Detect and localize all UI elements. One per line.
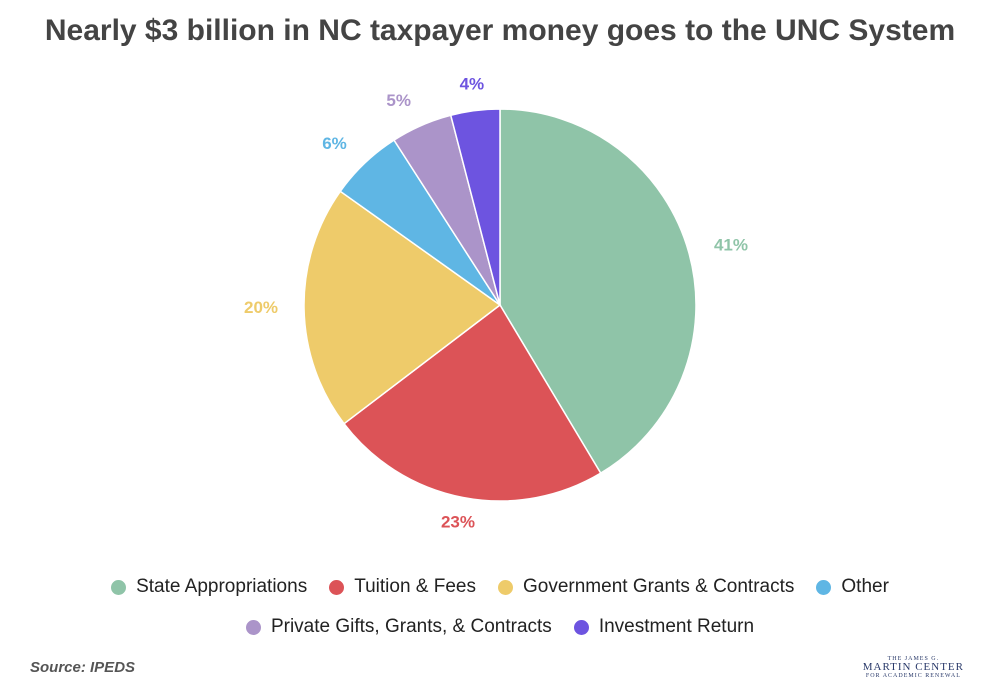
data-label: 5% [386,91,411,110]
logo-text: MARTIN CENTER [862,661,964,673]
legend-item: Tuition & Fees [329,576,476,598]
legend-label: Private Gifts, Grants, & Contracts [270,616,552,637]
legend-swatch [816,579,832,595]
legend-item: Government Grants & Contracts [498,576,794,598]
data-label: 4% [460,74,485,93]
logo-text: FOR ACADEMIC RENEWAL [865,673,961,679]
pie-chart: 41% 23% 20% 6% 5% 4% [244,74,748,531]
data-label: 20% [244,298,278,317]
legend-swatch [245,619,261,635]
logo: THE JAMES G. MARTIN CENTER FOR ACADEMIC … [863,656,964,679]
pie-slice [499,108,697,475]
legend-item: Investment Return [573,616,755,638]
legend: Private Gifts, Grants, & Contracts Invest… [0,616,1000,638]
legend-item: State Appropriations [111,576,307,598]
legend-item: Other [816,576,889,598]
legend-label: Investment Return [598,616,755,637]
legend: State Appropriations Tuition & Fees Govern… [0,576,1000,598]
legend-label: State Appropriations [136,576,308,597]
legend-swatch [498,579,513,595]
legend-item: Private Gifts, Grants, & Contracts [245,616,552,638]
legend-label: Government Grants & Contracts [523,576,795,597]
legend-label: Other [841,576,889,597]
pie-slice [303,190,502,425]
chart-title: Nearly $3 billion in NC taxpayer money g… [44,14,956,47]
legend-swatch [111,579,127,595]
pie-slice [449,108,501,306]
pie-slice [342,303,602,502]
logo-text: THE JAMES G. [887,656,940,662]
data-label: 6% [322,134,347,153]
source-note: Source: IPEDS [30,659,136,676]
legend-label: Tuition & Fees [354,576,476,597]
data-label: 41% [714,235,748,254]
legend-swatch [329,579,345,595]
data-label: 23% [441,512,475,531]
legend-swatch [573,619,589,635]
